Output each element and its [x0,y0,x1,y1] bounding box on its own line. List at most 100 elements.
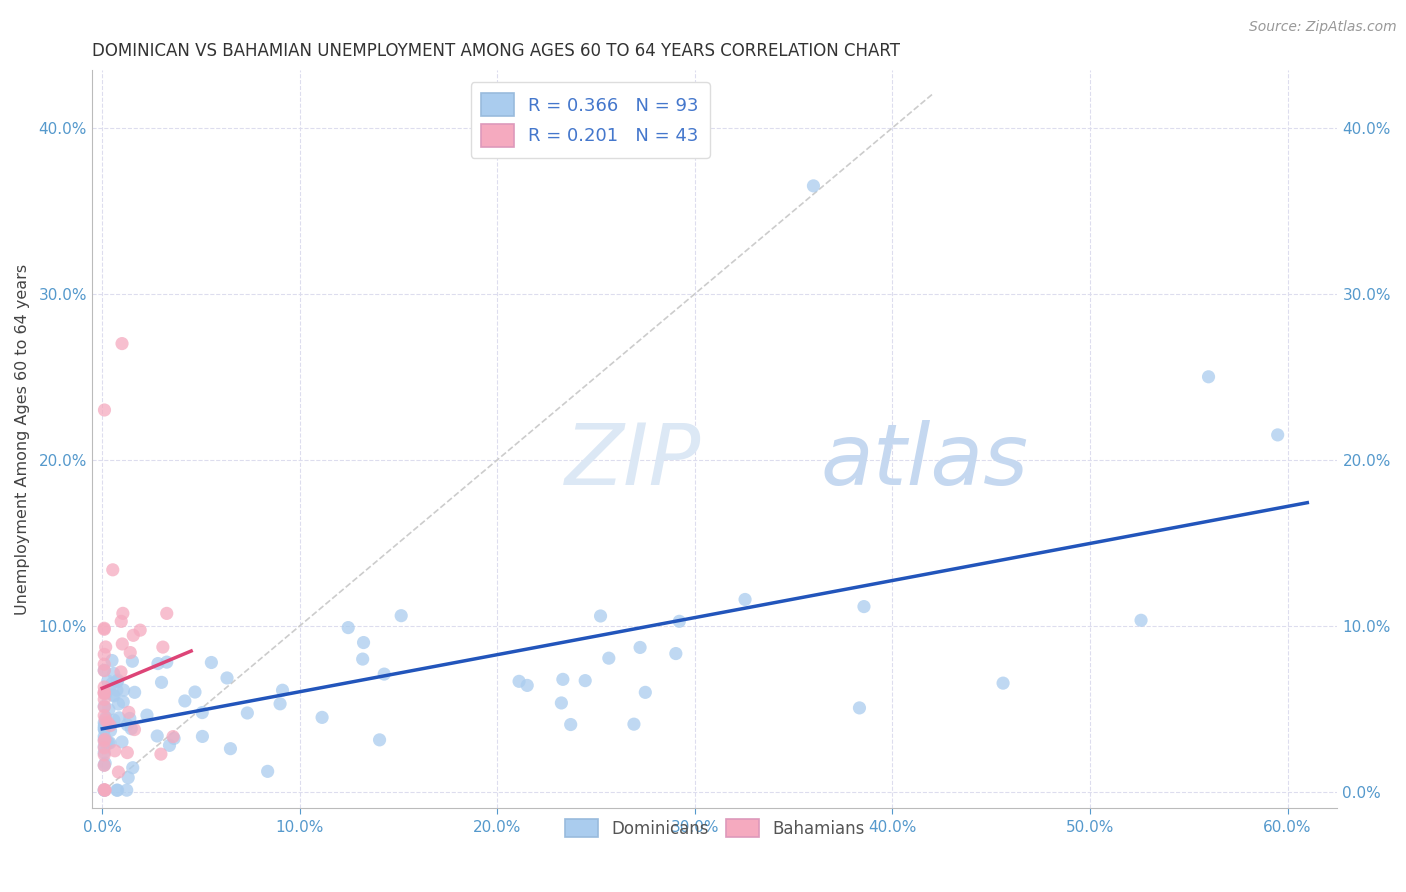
Point [516,678,538,692]
Point [311,710,333,724]
Point [93,699,115,714]
Point [93,403,115,417]
Point [93,729,115,743]
Text: Source: ZipAtlas.com: Source: ZipAtlas.com [1249,20,1396,34]
Point [93,758,115,772]
Point [103,689,125,703]
Point [136,708,159,723]
Point [94,713,117,727]
Point [803,178,825,193]
Point [159,739,181,753]
Point [1198,369,1220,384]
Point [93,692,115,706]
Point [104,744,127,758]
Point [236,706,259,720]
Point [105,683,128,698]
Point [173,694,195,708]
Point [120,722,142,736]
Point [150,675,173,690]
Point [101,653,124,667]
Point [94,717,117,731]
Point [93,747,115,762]
Point [121,654,143,668]
Point [111,735,134,749]
Point [1267,428,1289,442]
Point [628,640,651,655]
Point [112,683,135,698]
Point [373,667,395,681]
Point [93,739,115,754]
Point [100,723,122,738]
Point [124,723,146,737]
Point [848,701,870,715]
Point [105,783,128,797]
Point [734,592,756,607]
Point [665,647,688,661]
Text: DOMINICAN VS BAHAMIAN UNEMPLOYMENT AMONG AGES 60 TO 64 YEARS CORRELATION CHART: DOMINICAN VS BAHAMIAN UNEMPLOYMENT AMONG… [93,42,900,60]
Point [589,609,612,624]
Point [122,628,145,642]
Point [103,713,125,727]
Point [94,686,117,700]
Point [96,735,118,749]
Point [634,685,657,699]
Point [97,703,120,717]
Point [852,599,875,614]
Point [98,736,121,750]
Point [271,683,294,698]
Point [94,640,117,654]
Point [101,676,124,690]
Point [107,765,129,780]
Point [129,623,152,637]
Point [352,652,374,666]
Point [191,706,214,720]
Point [112,695,135,709]
Point [93,740,115,755]
Point [146,729,169,743]
Point [560,717,582,731]
Point [93,686,115,700]
Text: ZIP: ZIP [565,420,702,503]
Point [93,621,115,635]
Point [93,782,115,797]
Point [97,736,120,750]
Point [93,746,115,760]
Point [93,685,115,699]
Point [93,657,115,672]
Point [152,640,174,654]
Point [105,674,128,689]
Point [269,697,291,711]
Point [117,746,139,760]
Point [93,783,115,797]
Point [93,723,115,737]
Point [124,685,146,699]
Point [219,741,242,756]
Point [107,673,129,688]
Point [118,706,141,720]
Point [93,758,115,772]
Point [93,699,115,714]
Point [574,673,596,688]
Point [117,718,139,732]
Point [93,680,115,694]
Point [163,731,186,746]
Point [93,664,115,678]
Point [101,563,124,577]
Point [256,764,278,779]
Point [120,646,142,660]
Point [111,336,134,351]
Point [200,656,222,670]
Point [115,783,138,797]
Point [93,622,115,636]
Point [93,734,115,748]
Y-axis label: Unemployment Among Ages 60 to 64 years: Unemployment Among Ages 60 to 64 years [15,263,30,615]
Point [191,730,214,744]
Point [146,657,169,671]
Point [156,655,179,669]
Point [94,711,117,725]
Point [184,685,207,699]
Point [118,711,141,725]
Point [1130,613,1153,627]
Point [93,715,115,730]
Point [94,732,117,747]
